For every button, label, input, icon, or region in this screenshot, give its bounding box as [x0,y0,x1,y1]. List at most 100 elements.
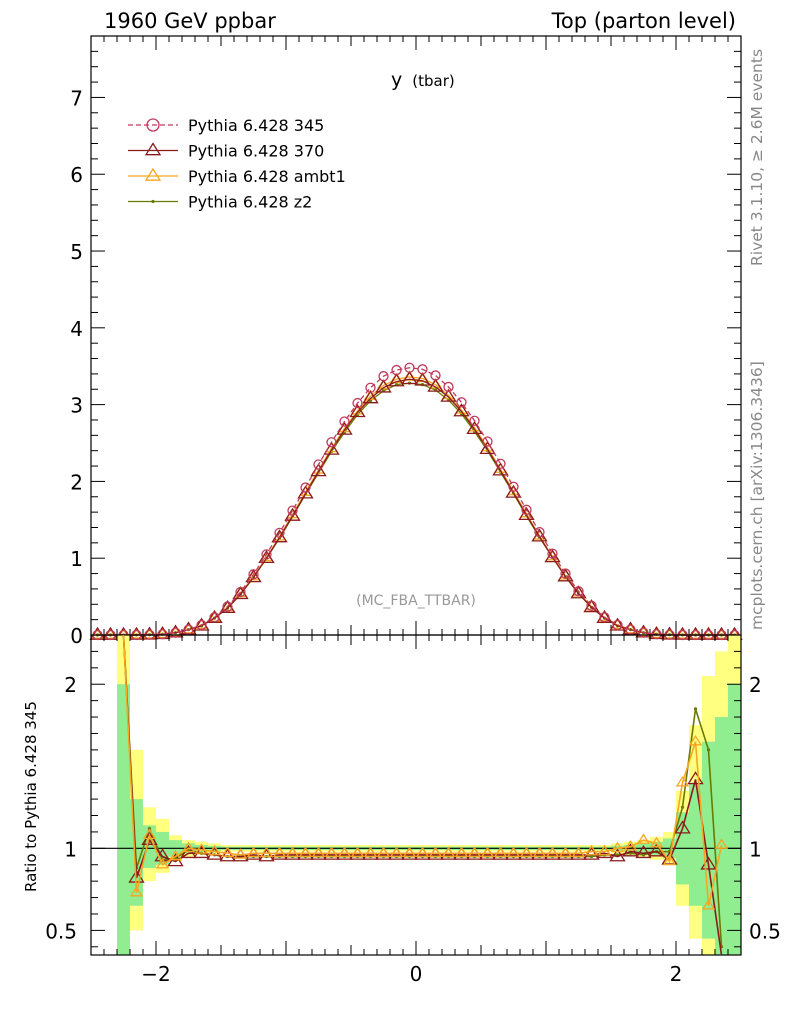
data-point-triangle [129,885,144,897]
legend-item: Pythia 6.428 345 [128,116,324,135]
data-point-triangle [142,628,157,639]
data-point-triangle [610,841,625,853]
rivet-label: Rivet 3.1.10, ≥ 2.6M events [748,49,766,266]
data-point-triangle [480,846,495,858]
data-point-triangle [688,734,703,746]
data-point-triangle [662,628,677,639]
data-point-triangle [336,421,353,435]
data-point-circle [612,619,623,631]
data-point-triangle [220,846,235,858]
data-point-triangle [674,820,691,834]
data-point-circle [443,381,454,393]
main-plot: y (tbar) (MC_FBA_TTBAR) 0 1 2 3 4 5 6 7 Pythia 6… [70,35,743,648]
data-point-circle [534,526,545,538]
legend-label: Pythia 6.428 ambt1 [188,167,346,186]
legend-item: Pythia 6.428 z2 [128,193,312,212]
data-point-circle [261,549,272,560]
data-point-triangle [219,848,236,862]
data-point-triangle [714,628,729,639]
data-point-circle [146,118,160,132]
data-point-triangle [441,846,456,858]
main-y-tick-label: 0 [70,624,83,648]
main-y-tick-label: 7 [70,86,83,110]
data-point-circle [573,586,584,597]
data-point-circle [157,629,168,640]
ratio-y-tick-label-left: 0.5 [45,919,77,943]
ratio-band-inner [728,684,741,955]
data-point-circle [404,362,415,373]
data-point-circle [248,569,259,580]
data-point-triangle [402,846,417,858]
analysis-annotation: (MC_FBA_TTBAR) [356,593,476,609]
data-point-triangle [519,846,534,858]
ratio-y-tick-label-right: 2 [749,673,762,697]
main-y-tick-label: 2 [70,470,83,494]
data-point-circle [417,364,428,375]
data-point-circle [235,586,246,598]
data-point-circle [209,612,220,623]
data-point-circle [586,600,597,611]
data-point-triangle [193,845,210,859]
data-point-triangle [194,843,209,854]
data-point-triangle [428,846,443,858]
mcplots-label: mcplots.cern.ch [arXiv:1306.3436] [748,361,766,630]
data-point-circle [326,437,337,448]
data-point-triangle [233,848,248,859]
data-point-triangle [155,627,170,639]
legend-item: Pythia 6.428 ambt1 [128,167,346,186]
data-point-circle [560,568,571,579]
data-point-triangle [506,846,521,858]
ratio-band-inner [689,782,702,906]
ratio-series-line [122,634,723,956]
data-point-triangle [467,846,482,858]
legend-label: Pythia 6.428 z2 [188,193,312,212]
data-point-triangle [389,846,404,858]
data-point-triangle [584,844,599,856]
ratio-y-tick-label-right: 0.5 [749,919,781,943]
data-point-triangle [337,846,352,858]
data-point-triangle [324,846,339,858]
header-right: Top (parton level) [551,9,736,33]
data-point-circle [638,627,649,638]
ratio-x-tick-label: 0 [410,962,423,986]
data-point-triangle [232,586,249,600]
data-point-triangle [675,775,690,787]
ratio-y-tick-label-left: 2 [64,673,77,697]
data-point-circle [469,415,480,426]
data-point-circle [222,601,233,612]
data-point-triangle [440,388,457,402]
data-point-circle [196,619,207,631]
ratio-bands [117,635,741,955]
data-point-circle [391,364,402,376]
main-y-tick-label: 5 [70,240,83,264]
data-point-dot [693,707,698,711]
ratio-series-pythia-6-428-z2 [122,634,724,949]
ratio-y-tick-label-right: 1 [749,837,762,861]
data-point-triangle [466,420,483,435]
data-point-circle [365,382,376,393]
data-point-triangle [688,628,703,639]
data-point-dot [151,199,155,204]
data-point-dot [680,805,685,809]
data-point-triangle [90,628,105,639]
ratio-x-tick-label: −2 [141,962,170,986]
data-point-triangle [675,628,690,639]
data-point-circle [339,416,350,427]
data-point-triangle [246,846,261,858]
ratio-series-pythia-6-428-370 [122,634,723,956]
data-point-triangle [284,507,301,521]
data-point-triangle [350,846,365,858]
data-point-triangle [415,846,430,858]
ratio-series-line [122,634,723,906]
ratio-plot: Ratio to Pythia 6.428 345 −2 0 2 0.5 0.5 1 1 2 2 [22,634,781,986]
data-point-circle [456,397,467,408]
legend-label: Pythia 6.428 370 [188,142,324,161]
data-point-triangle [363,846,378,858]
data-point-triangle [168,849,183,861]
data-point-triangle [155,858,170,869]
data-point-triangle [583,846,600,860]
ratio-series-pythia-6-428-ambt1 [122,634,729,910]
data-point-triangle [597,844,612,856]
data-point-circle [300,482,311,493]
legend-item: Pythia 6.428 370 [128,142,324,161]
